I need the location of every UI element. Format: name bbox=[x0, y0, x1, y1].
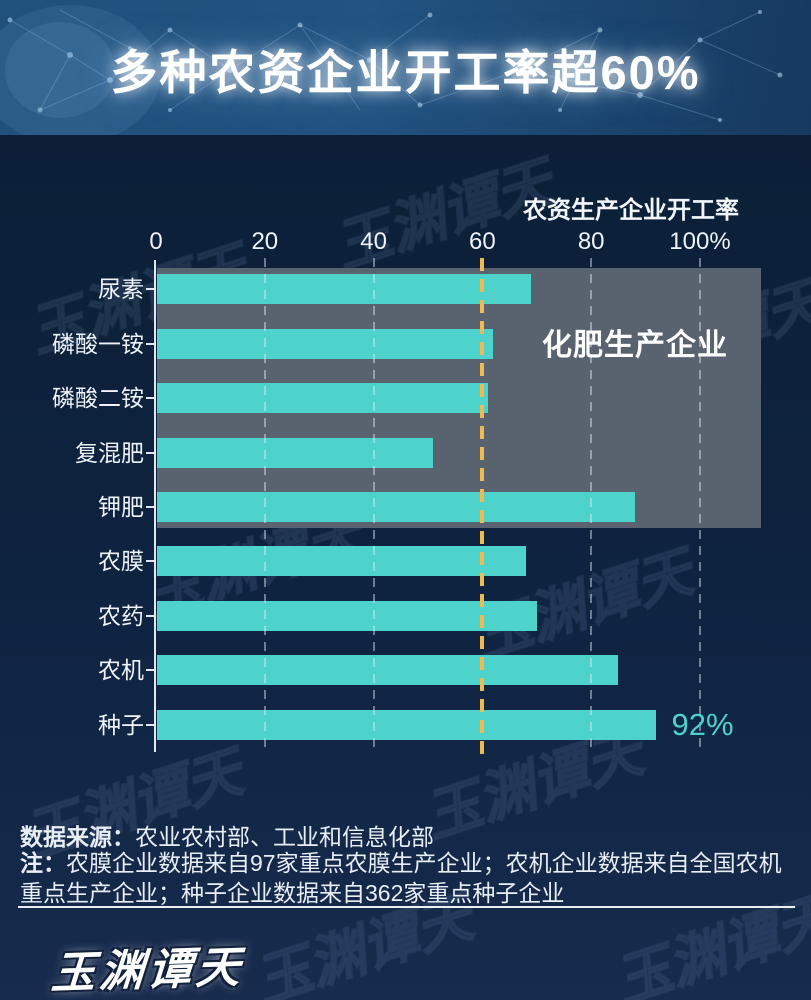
bar-尿素 bbox=[157, 274, 532, 305]
data-source-label: 数据来源： bbox=[20, 824, 135, 850]
category-tick bbox=[146, 342, 155, 345]
bar-value-label: 92% bbox=[671, 706, 734, 742]
bar-磷酸一铵 bbox=[157, 328, 494, 359]
bar-复混肥 bbox=[157, 437, 434, 468]
category-tick bbox=[146, 451, 155, 454]
x-tick-label: 0 bbox=[149, 228, 163, 255]
category-label: 复混肥 bbox=[75, 439, 144, 466]
category-tick bbox=[146, 614, 155, 617]
category-label: 磷酸一铵 bbox=[52, 330, 144, 357]
category-label: 钾肥 bbox=[98, 494, 144, 520]
category-label: 农机 bbox=[98, 657, 144, 684]
bar-磷酸二铵 bbox=[157, 383, 488, 414]
category-label: 农药 bbox=[98, 602, 144, 629]
note-line: 注：农膜企业数据来自97家重点农膜生产企业；农机企业数据来自全国农机重点生产企业… bbox=[20, 848, 798, 908]
category-tick bbox=[146, 723, 155, 726]
category-tick bbox=[146, 288, 155, 291]
x-tick-label: 80 bbox=[577, 228, 605, 255]
x-tick-label: 100% bbox=[669, 228, 731, 255]
y-axis-line bbox=[154, 260, 156, 752]
x-tick-label: 20 bbox=[251, 228, 279, 255]
note-label: 注： bbox=[20, 850, 66, 876]
category-label: 种子 bbox=[98, 711, 144, 738]
category-label: 农膜 bbox=[98, 548, 144, 575]
page-title: 多种农资企业开工率超60% bbox=[110, 46, 701, 99]
x-tick-label: 60 bbox=[469, 228, 496, 255]
bar-钾肥 bbox=[157, 492, 635, 522]
annotation-box-label: 化肥生产企业 bbox=[542, 329, 728, 362]
data-source-text: 农业农村部、工业和信息化部 bbox=[135, 824, 434, 850]
bar-农药 bbox=[157, 600, 537, 631]
gridline bbox=[590, 258, 593, 752]
header-banner: 多种农资企业开工率超60% bbox=[0, 0, 811, 135]
threshold-line bbox=[480, 258, 485, 756]
bar-农膜 bbox=[157, 546, 526, 577]
network-texture bbox=[0, 5, 783, 135]
axis-title: 农资生产企业开工率 bbox=[523, 197, 739, 224]
footer-divider bbox=[18, 906, 795, 908]
category-tick bbox=[146, 506, 155, 508]
logo: 玉渊谭天 bbox=[49, 942, 246, 999]
x-tick-label: 40 bbox=[360, 228, 387, 255]
category-tick bbox=[146, 560, 155, 563]
category-label: 磷酸二铵 bbox=[52, 385, 144, 412]
note-text: 农膜企业数据来自97家重点农膜生产企业；农机企业数据来自全国农机重点生产企业；种… bbox=[20, 850, 782, 906]
category-label: 尿素 bbox=[98, 276, 144, 303]
data-source-line: 数据来源：农业农村部、工业和信息化部 bbox=[20, 818, 434, 852]
bar-农机 bbox=[157, 655, 619, 686]
category-tick bbox=[146, 397, 155, 400]
gridline bbox=[263, 258, 266, 752]
gridline bbox=[699, 258, 701, 752]
category-tick bbox=[146, 669, 155, 672]
gridline bbox=[372, 258, 375, 752]
bar-种子 bbox=[157, 709, 657, 740]
